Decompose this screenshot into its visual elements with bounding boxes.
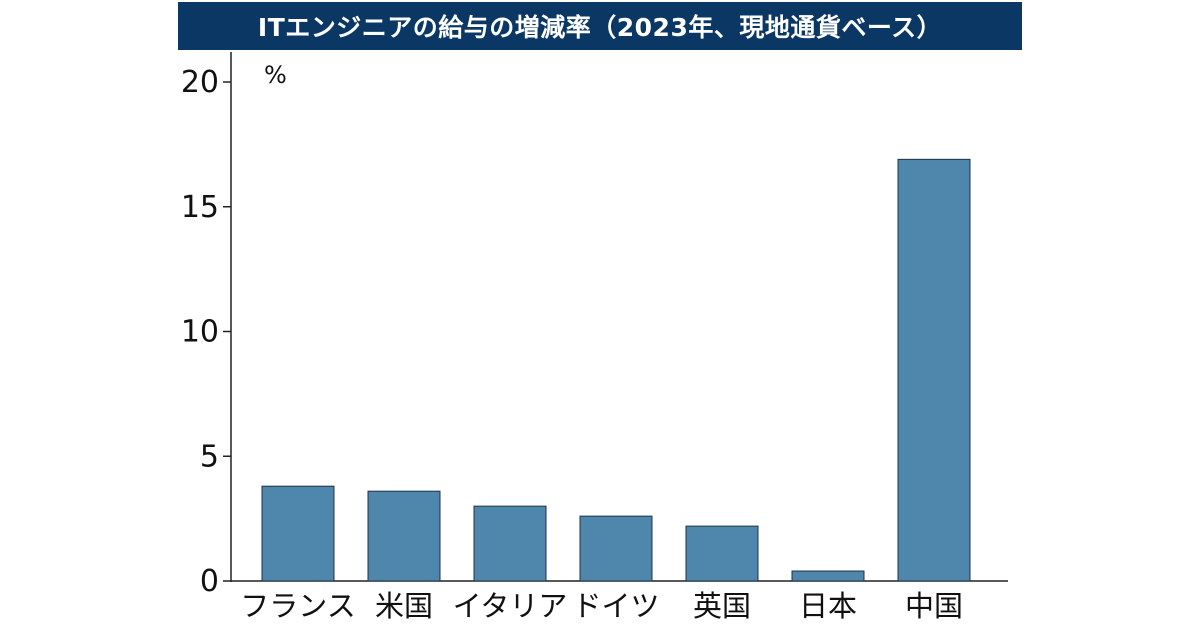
category-label: フランス [240,589,355,623]
y-tick-label: 5 [200,439,219,474]
category-label: 中国 [905,589,963,623]
bar [685,525,759,582]
bar [897,158,971,582]
y-tick-label: 20 [181,65,219,100]
bar [473,505,547,582]
category-label: 英国 [693,589,751,623]
category-label: 米国 [375,589,433,623]
category-label: ドイツ [572,589,659,623]
bar [579,515,653,582]
category-label: イタリア [453,589,568,623]
bar [791,570,865,582]
y-tick-label: 15 [181,190,219,225]
bars [261,158,971,582]
bar [261,485,335,582]
y-tick-label: 0 [200,564,219,599]
category-labels: フランス 米国 イタリア ドイツ 英国 日本 中国 [240,589,963,623]
y-ticks: 0 5 10 15 20 [181,65,231,599]
bar [367,490,441,582]
unit-label: % [264,61,287,89]
chart-title: ITエンジニアの給与の増減率（2023年、現地通貨ベース） [178,2,1022,50]
y-tick-label: 10 [181,315,219,350]
category-label: 日本 [799,589,857,623]
